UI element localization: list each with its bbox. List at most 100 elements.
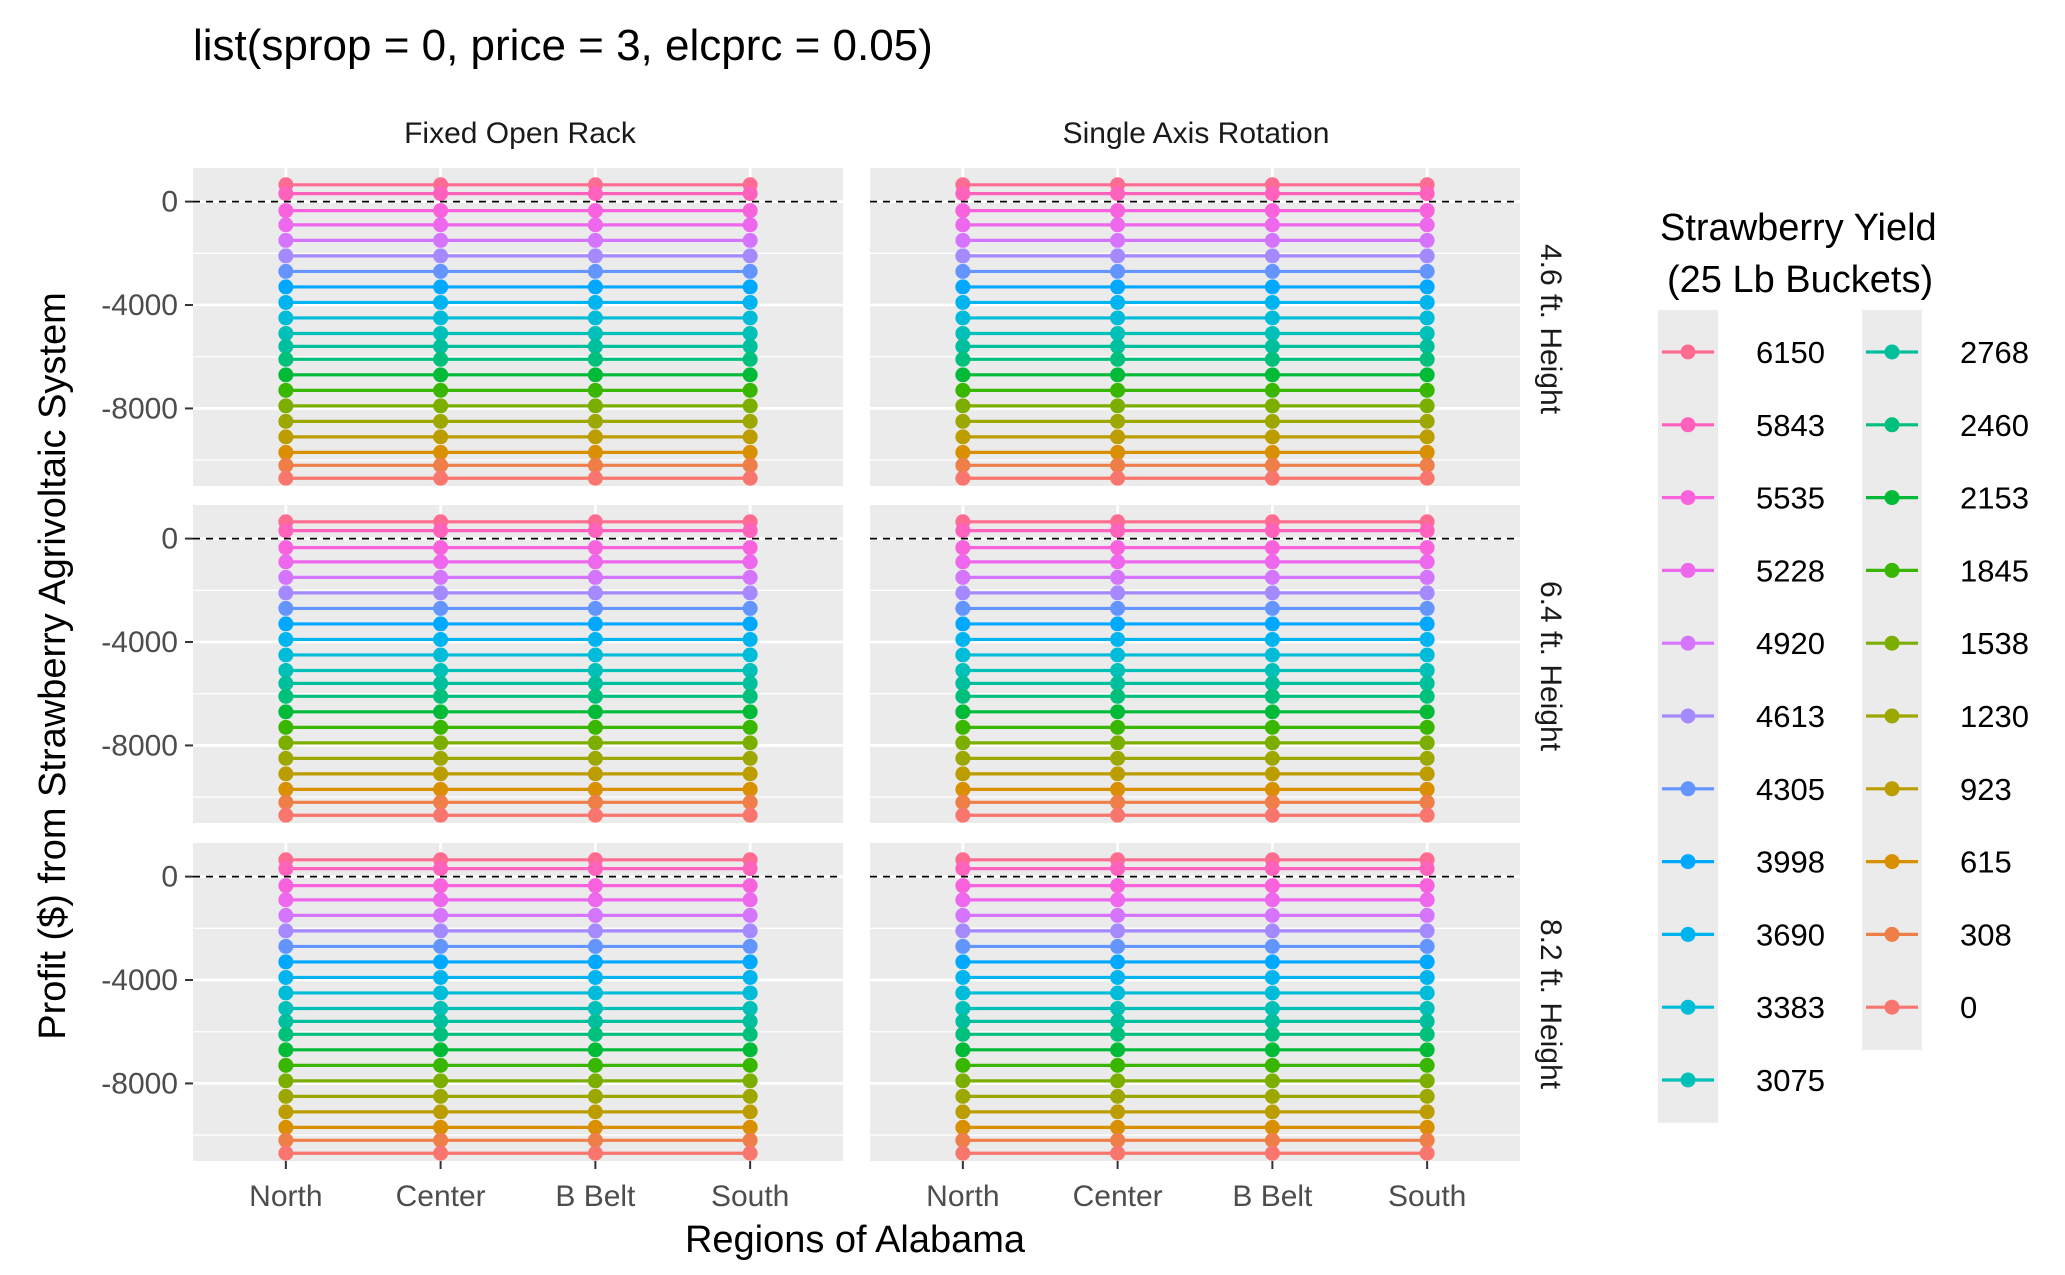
data-point-1230 — [1419, 413, 1435, 429]
data-point-4305 — [1264, 600, 1280, 616]
facet-panel — [870, 168, 1520, 486]
data-point-5228 — [1264, 892, 1280, 908]
y-tick-label: -4000 — [101, 289, 178, 322]
data-point-4920 — [278, 569, 294, 585]
facet-panel — [870, 505, 1520, 823]
data-point-2768 — [433, 338, 449, 354]
data-point-3075 — [433, 325, 449, 341]
data-point-2153 — [1110, 367, 1126, 383]
legend-label-3383: 3383 — [1756, 990, 1825, 1025]
data-point-5535 — [742, 878, 758, 894]
data-point-2460 — [1419, 688, 1435, 704]
data-point-0 — [433, 1145, 449, 1161]
data-point-3383 — [955, 310, 971, 326]
y-axis-title: Profit ($) from Strawberry Agrivoltaic S… — [32, 292, 74, 1040]
data-point-3383 — [1419, 985, 1435, 1001]
data-point-923 — [955, 766, 971, 782]
data-point-2768 — [1419, 1013, 1435, 1029]
data-point-5228 — [278, 217, 294, 233]
legend-key-point-3383 — [1680, 999, 1696, 1015]
data-point-615 — [742, 444, 758, 460]
data-point-923 — [433, 429, 449, 445]
data-point-3690 — [1110, 631, 1126, 647]
data-point-0 — [1264, 1145, 1280, 1161]
data-point-5535 — [955, 203, 971, 219]
facet-column-label-single-axis-rotation: Single Axis Rotation — [1063, 117, 1330, 150]
data-point-1230 — [1110, 413, 1126, 429]
data-point-3075 — [587, 662, 603, 678]
data-point-615 — [1264, 1119, 1280, 1135]
data-point-2768 — [278, 1013, 294, 1029]
data-point-1538 — [1419, 1073, 1435, 1089]
data-point-3690 — [587, 969, 603, 985]
panel-background — [193, 168, 843, 486]
data-point-4613 — [955, 585, 971, 601]
legend-key-point-3998 — [1680, 854, 1696, 870]
data-point-5843 — [1264, 186, 1280, 202]
data-point-5228 — [587, 554, 603, 570]
facet-row-label-4-6ft: 4.6 ft. Height — [1534, 244, 1567, 415]
data-point-5535 — [587, 203, 603, 219]
data-point-1845 — [1264, 719, 1280, 735]
data-point-923 — [1419, 766, 1435, 782]
data-point-5535 — [1419, 878, 1435, 894]
data-point-1538 — [1419, 398, 1435, 414]
data-point-3998 — [955, 279, 971, 295]
data-point-4305 — [1419, 938, 1435, 954]
data-point-1230 — [1419, 1088, 1435, 1104]
data-point-1538 — [1110, 1073, 1126, 1089]
facet-panel — [193, 505, 843, 823]
data-point-4305 — [1110, 600, 1126, 616]
data-point-4920 — [433, 232, 449, 248]
legend-label-1538: 1538 — [1960, 626, 2029, 661]
data-point-5535 — [1110, 878, 1126, 894]
data-point-3075 — [742, 662, 758, 678]
legend-label-4920: 4920 — [1756, 626, 1825, 661]
data-point-0 — [278, 807, 294, 823]
data-point-5843 — [1419, 861, 1435, 877]
data-point-2460 — [587, 688, 603, 704]
data-point-3383 — [278, 310, 294, 326]
data-point-3075 — [1264, 1000, 1280, 1016]
data-point-2768 — [1419, 338, 1435, 354]
data-point-3998 — [742, 279, 758, 295]
data-point-1230 — [1419, 750, 1435, 766]
data-point-1230 — [278, 750, 294, 766]
data-point-1538 — [278, 735, 294, 751]
data-point-3998 — [1419, 616, 1435, 632]
data-point-308 — [742, 794, 758, 810]
data-point-3075 — [1110, 325, 1126, 341]
data-point-2768 — [1264, 338, 1280, 354]
data-point-4305 — [1419, 600, 1435, 616]
data-point-615 — [955, 1119, 971, 1135]
legend-title-line1: Strawberry Yield — [1660, 207, 1937, 249]
x-tick-label: B Belt — [555, 1180, 636, 1213]
data-point-2768 — [955, 1013, 971, 1029]
data-point-5228 — [1110, 217, 1126, 233]
data-point-923 — [1110, 1104, 1126, 1120]
data-point-1230 — [742, 1088, 758, 1104]
legend-label-3075: 3075 — [1756, 1063, 1825, 1098]
data-point-4920 — [278, 907, 294, 923]
data-point-2460 — [278, 688, 294, 704]
data-point-3998 — [1264, 616, 1280, 632]
data-point-3383 — [1264, 310, 1280, 326]
y-tick-label: -8000 — [101, 392, 178, 425]
data-point-1230 — [433, 413, 449, 429]
data-point-1230 — [1110, 750, 1126, 766]
legend-key-point-1845 — [1884, 562, 1900, 578]
data-point-4920 — [1419, 907, 1435, 923]
data-point-4305 — [587, 938, 603, 954]
data-point-0 — [1110, 807, 1126, 823]
data-point-3383 — [1264, 985, 1280, 1001]
data-point-2153 — [587, 367, 603, 383]
data-point-3690 — [278, 294, 294, 310]
data-point-4920 — [1264, 907, 1280, 923]
data-point-5228 — [955, 892, 971, 908]
data-point-2460 — [1264, 688, 1280, 704]
legend-key-point-2768 — [1884, 344, 1900, 360]
data-point-4305 — [433, 263, 449, 279]
data-point-1230 — [955, 1088, 971, 1104]
data-point-5228 — [433, 217, 449, 233]
data-point-1230 — [587, 750, 603, 766]
